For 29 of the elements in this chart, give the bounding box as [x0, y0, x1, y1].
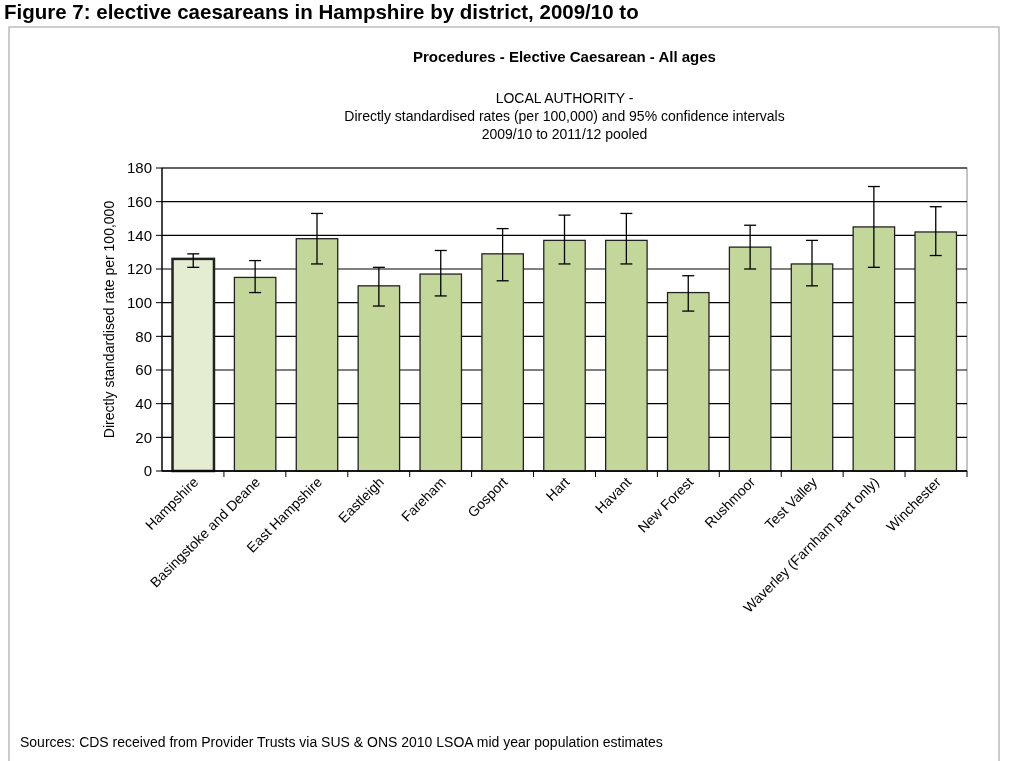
x-tick-label: Hart [542, 473, 573, 504]
bar [481, 253, 524, 472]
bar [790, 263, 834, 472]
y-tick-label: 160 [126, 192, 152, 210]
y-tick-label: 40 [135, 394, 152, 412]
y-tick-label: 80 [135, 327, 152, 345]
bar [233, 276, 277, 472]
y-tick-label: 180 [126, 159, 152, 177]
y-tick-label: 100 [126, 293, 152, 311]
y-tick-label: 120 [126, 260, 152, 278]
y-tick-label: 0 [143, 462, 152, 480]
y-tick-label: 20 [135, 428, 152, 446]
text: LOCAL AUTHORITY - Directly standardised rates (per 100,000) and 95% confidence intervals 2009/10 to 2011/12 pooled [344, 90, 785, 142]
bar [357, 285, 401, 472]
y-axis-title: Directly standardised rate per 100,000 [101, 200, 117, 439]
bar [666, 291, 710, 472]
chart-title: Figure 7: elective caesareans in Hampshire by district, 2009/10 to [4, 0, 639, 23]
y-tick-label: 60 [135, 361, 152, 379]
bar [605, 239, 648, 472]
bar [728, 246, 772, 472]
chart-subtitle: Procedures - Elective Caesarean - All ages [413, 48, 716, 65]
source-note: Sources: CDS received from Provider Trusts via SUS & ONS 2010 LSOA mid year population estimates [20, 734, 663, 750]
bar [543, 239, 586, 472]
bar [295, 238, 339, 472]
bar [852, 226, 896, 472]
bar [914, 231, 958, 472]
bar [419, 273, 463, 472]
bar [171, 257, 216, 473]
y-tick-label: 140 [126, 226, 152, 244]
